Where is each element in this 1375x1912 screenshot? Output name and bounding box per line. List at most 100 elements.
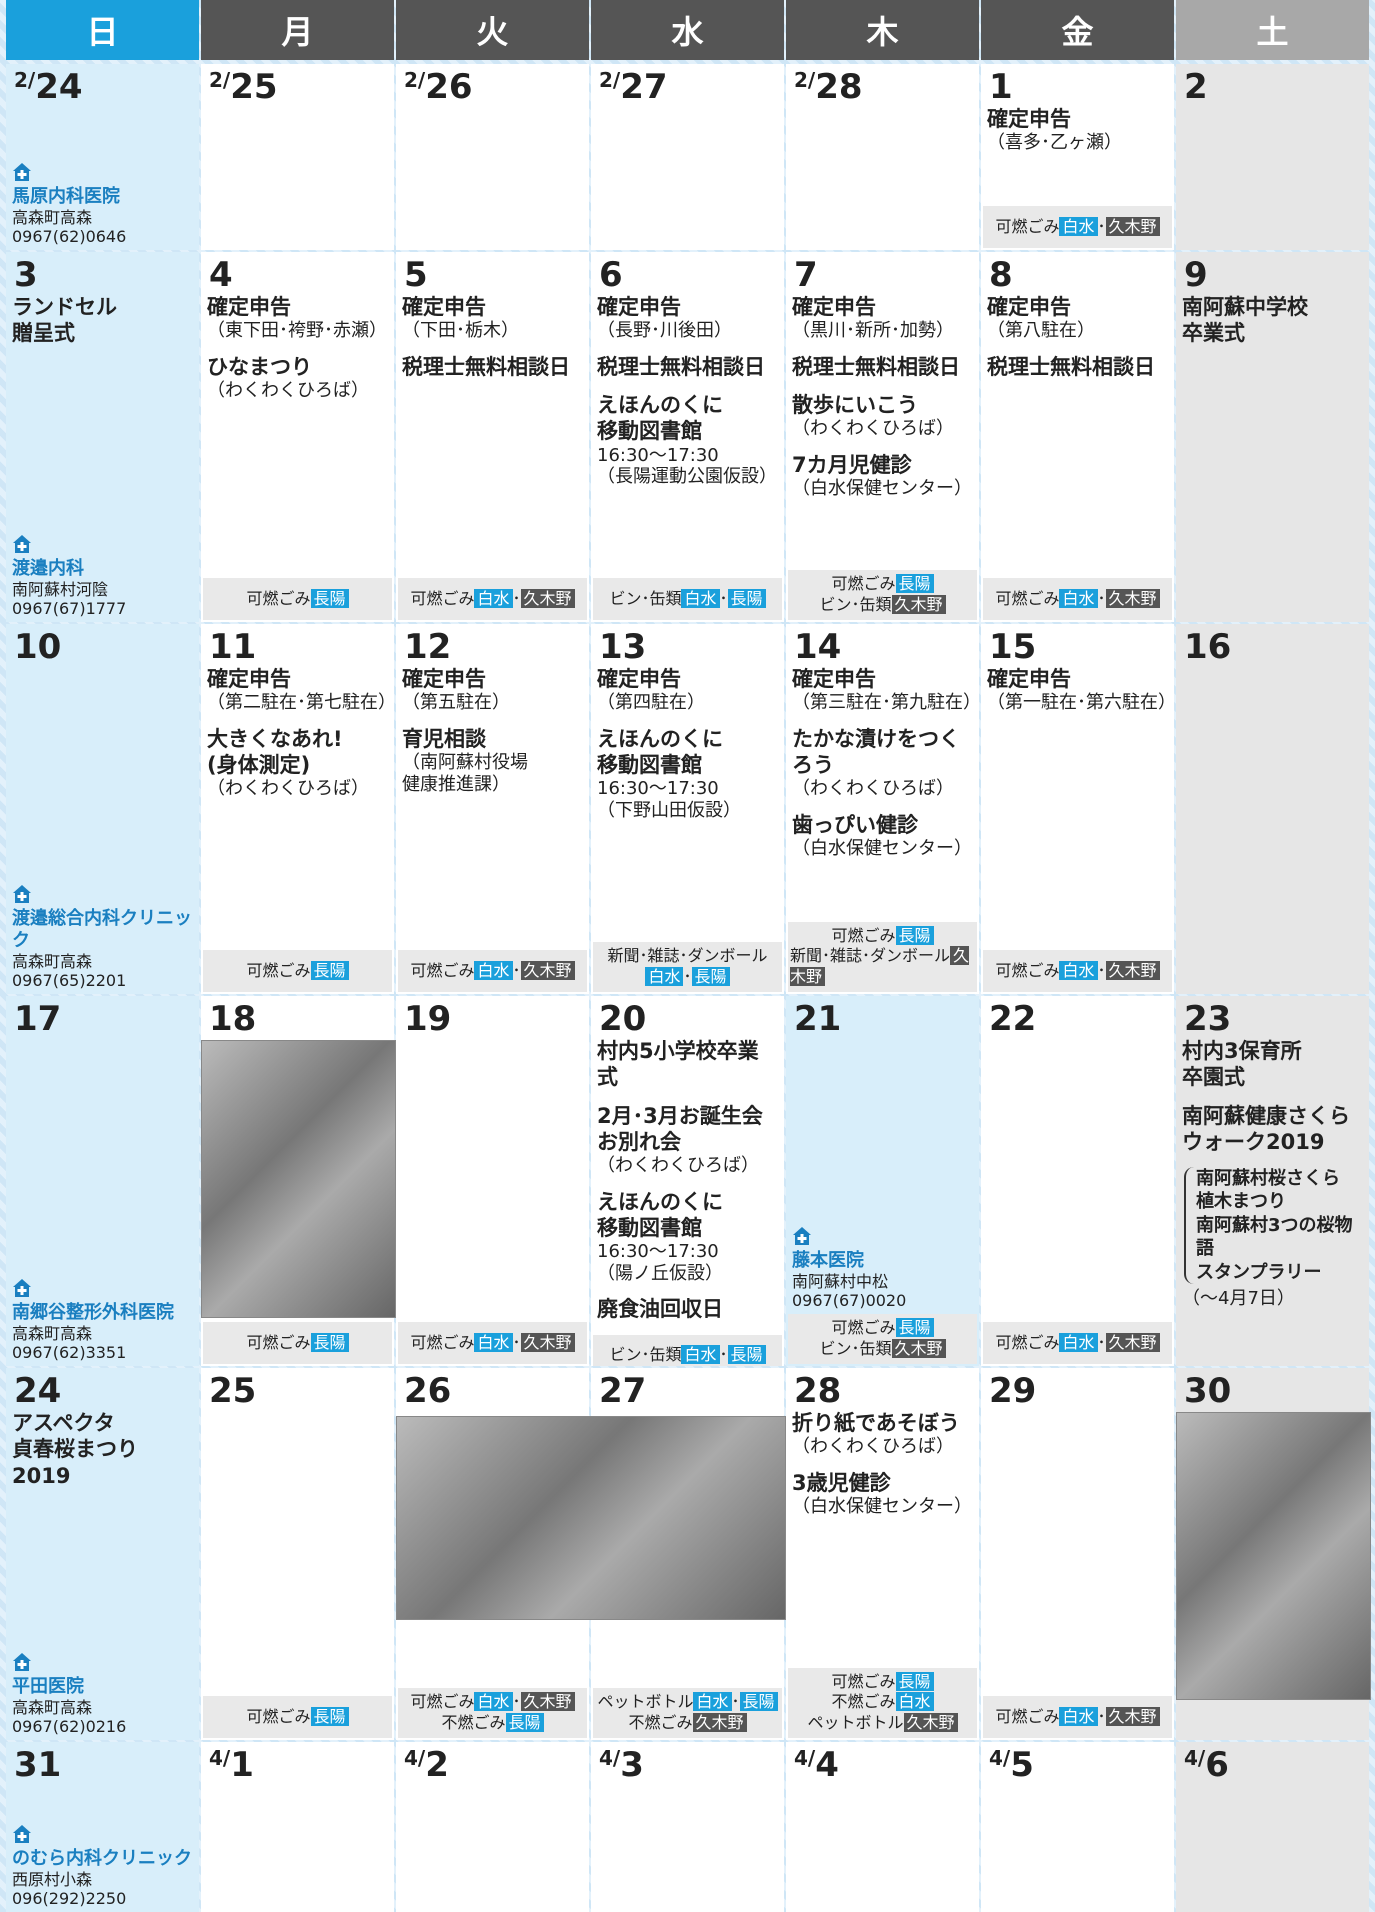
- date: 4: [201, 252, 394, 294]
- event-title: 育児相談: [402, 726, 486, 751]
- event: 折り紙であそぼう （わくわくひろば）: [786, 1410, 979, 1458]
- area-tag: 長陽: [727, 1345, 766, 1365]
- garbage-schedule: 可燃ごみ 長陽: [203, 1696, 392, 1738]
- day-cell: 21 藤本医院 南阿蘇村中松 0967(67)0020 可燃ごみ 長陽 ビン･缶類 久木野: [786, 996, 979, 1366]
- garbage-line: 白水･長陽: [645, 967, 730, 988]
- date: 9: [1176, 252, 1369, 294]
- garbage-type: ビン･缶類: [819, 1339, 892, 1359]
- event-title: 3歳児健診: [792, 1470, 891, 1495]
- event: えほんのくに 移動図書館 16:30～17:30 （陽ノ丘仮設）: [591, 1189, 784, 1285]
- day-cell: 12 確定申告 （第五駐在） 育児相談 （南阿蘇村役場 健康推進課） 可燃ごみ 白水･久木野: [396, 624, 589, 994]
- area-tag: 白水: [693, 1692, 732, 1712]
- date-day: 9: [1184, 255, 1208, 295]
- date-month: 2/: [794, 68, 816, 92]
- date-day: 2: [425, 1745, 449, 1785]
- date-day: 27: [620, 67, 668, 107]
- event-title: たかな漬けをつくろう: [792, 726, 960, 778]
- event-note: （わくわくひろば）: [792, 778, 954, 800]
- clinic-icon: [13, 1652, 31, 1671]
- event: 7カ月児健診 （白水保健センター）: [786, 452, 979, 500]
- clinic-name: 渡邉総合内科クリニック: [12, 908, 192, 952]
- garbage-schedule: 可燃ごみ 長陽 不燃ごみ 白水 ペットボトル 久木野: [788, 1667, 977, 1738]
- event: 税理士無料相談日: [786, 354, 979, 380]
- event-note: （～4月7日）: [1182, 1287, 1295, 1309]
- event-note: （白水保健センター）: [792, 838, 972, 860]
- event: 確定申告 （喜多･乙ヶ瀬）: [981, 106, 1174, 154]
- garbage-schedule: ビン･缶類 白水･長陽: [593, 578, 782, 620]
- date-day: 17: [14, 999, 62, 1039]
- area-tag: 白水: [474, 588, 513, 608]
- date-day: 7: [794, 255, 818, 295]
- event-title: 村内3保育所 卒園式: [1182, 1039, 1302, 1090]
- weekday-header: 木: [786, 0, 979, 60]
- day-cell: 4/2: [396, 1742, 589, 1912]
- garbage-type: 不燃ごみ: [628, 1713, 693, 1733]
- garbage-line: 可燃ごみ 白水･久木野: [410, 588, 575, 610]
- event-note: 16:30～17:30 （陽ノ丘仮設）: [597, 1241, 723, 1284]
- garbage-type: 不燃ごみ: [831, 1692, 896, 1712]
- garbage-type: 可燃ごみ: [246, 960, 311, 980]
- date: 4/3: [591, 1742, 784, 1784]
- event-title: 税理士無料相談日: [987, 354, 1155, 379]
- event: 大きくなあれ! (身体測定) （わくわくひろば）: [201, 726, 394, 800]
- day-cell: 13 確定申告 （第四駐在） えほんのくに 移動図書館 16:30～17:30 （下野山…: [591, 624, 784, 994]
- day-cell: 1 確定申告 （喜多･乙ヶ瀬） 可燃ごみ 白水･久木野: [981, 64, 1174, 250]
- event-note: （第四駐在）: [597, 692, 705, 714]
- area-tag: 白水: [474, 1692, 513, 1712]
- garbage-schedule: ビン･缶類 白水･長陽: [593, 1334, 782, 1366]
- event-title: 確定申告: [987, 667, 1071, 691]
- date: 3: [6, 252, 199, 294]
- clinic: 南郷谷整形外科医院 高森町高森 0967(62)3351: [6, 1278, 199, 1366]
- area-tag: 久木野: [520, 1332, 575, 1352]
- clinic-address: 高森町高森: [12, 1697, 93, 1717]
- area-tag: 長陽: [727, 588, 766, 608]
- area-tag: 久木野: [520, 1692, 575, 1712]
- garbage-schedule: 可燃ごみ 白水･久木野: [983, 1322, 1172, 1364]
- garbage-type: 可燃ごみ: [995, 216, 1060, 236]
- event-note: （わくわくひろば）: [792, 418, 954, 440]
- event: 廃食油回収日: [591, 1296, 784, 1322]
- date-day: 27: [599, 1371, 647, 1411]
- event-title: 確定申告: [987, 107, 1071, 131]
- area-tag: 長陽: [310, 960, 349, 980]
- garbage-line: 可燃ごみ 長陽: [831, 574, 934, 595]
- clinic-phone: 096(292)2250: [12, 1888, 127, 1908]
- clinic-phone: 0967(65)2201: [12, 970, 127, 990]
- date: 30: [1176, 1368, 1369, 1410]
- event-title: 散歩にいこう: [792, 393, 918, 418]
- event-note: （南阿蘇村役場 健康推進課）: [402, 752, 528, 795]
- date-day: 3: [620, 1745, 644, 1785]
- area-tag: 長陽: [310, 1332, 349, 1352]
- day-cell: 4/3: [591, 1742, 784, 1912]
- event: 歯っぴい健診 （白水保健センター）: [786, 812, 979, 860]
- event-title: 南阿蘇中学校 卒業式: [1182, 295, 1308, 346]
- date-day: 25: [209, 1371, 257, 1411]
- garbage-type: 可燃ごみ: [831, 574, 896, 594]
- clinic-icon: [13, 1824, 31, 1843]
- date: 27: [591, 1368, 784, 1410]
- garbage-type: ･: [1097, 1706, 1106, 1726]
- event: 確定申告 （東下田･袴野･赤瀬）: [201, 294, 394, 342]
- date-day: 1: [230, 1745, 254, 1785]
- date-month: 4/: [989, 1746, 1011, 1770]
- garbage-type: 可燃ごみ: [831, 925, 896, 945]
- date: 4/5: [981, 1742, 1174, 1784]
- event: 確定申告 （第一駐在･第六駐在）: [981, 666, 1174, 714]
- event: ひなまつり （わくわくひろば）: [201, 354, 394, 402]
- area-tag: 白水: [645, 967, 684, 987]
- garbage-schedule: 可燃ごみ 長陽: [203, 578, 392, 620]
- event-note: （わくわくひろば）: [597, 1155, 759, 1176]
- garbage-line: 可燃ごみ 白水･久木野: [995, 1706, 1160, 1728]
- clinic-address: 高森町高森: [12, 1323, 93, 1343]
- garbage-type: 可燃ごみ: [831, 1318, 896, 1338]
- area-tag: 長陽: [310, 1706, 349, 1726]
- clinic-icon: [793, 1227, 811, 1246]
- date: 6: [591, 252, 784, 294]
- event: 確定申告 （第四駐在）: [591, 666, 784, 714]
- event-note: （白水保健センター）: [792, 1496, 972, 1518]
- garbage-type: ビン･缶類: [609, 1345, 682, 1365]
- event-title: アスペクタ 貞春桜まつり 2019: [12, 1411, 138, 1488]
- garbage-line: 新聞･雑誌･ダンボール 久木野: [790, 946, 975, 988]
- event: 確定申告 （第八駐在）: [981, 294, 1174, 342]
- event-title: 確定申告: [792, 667, 876, 691]
